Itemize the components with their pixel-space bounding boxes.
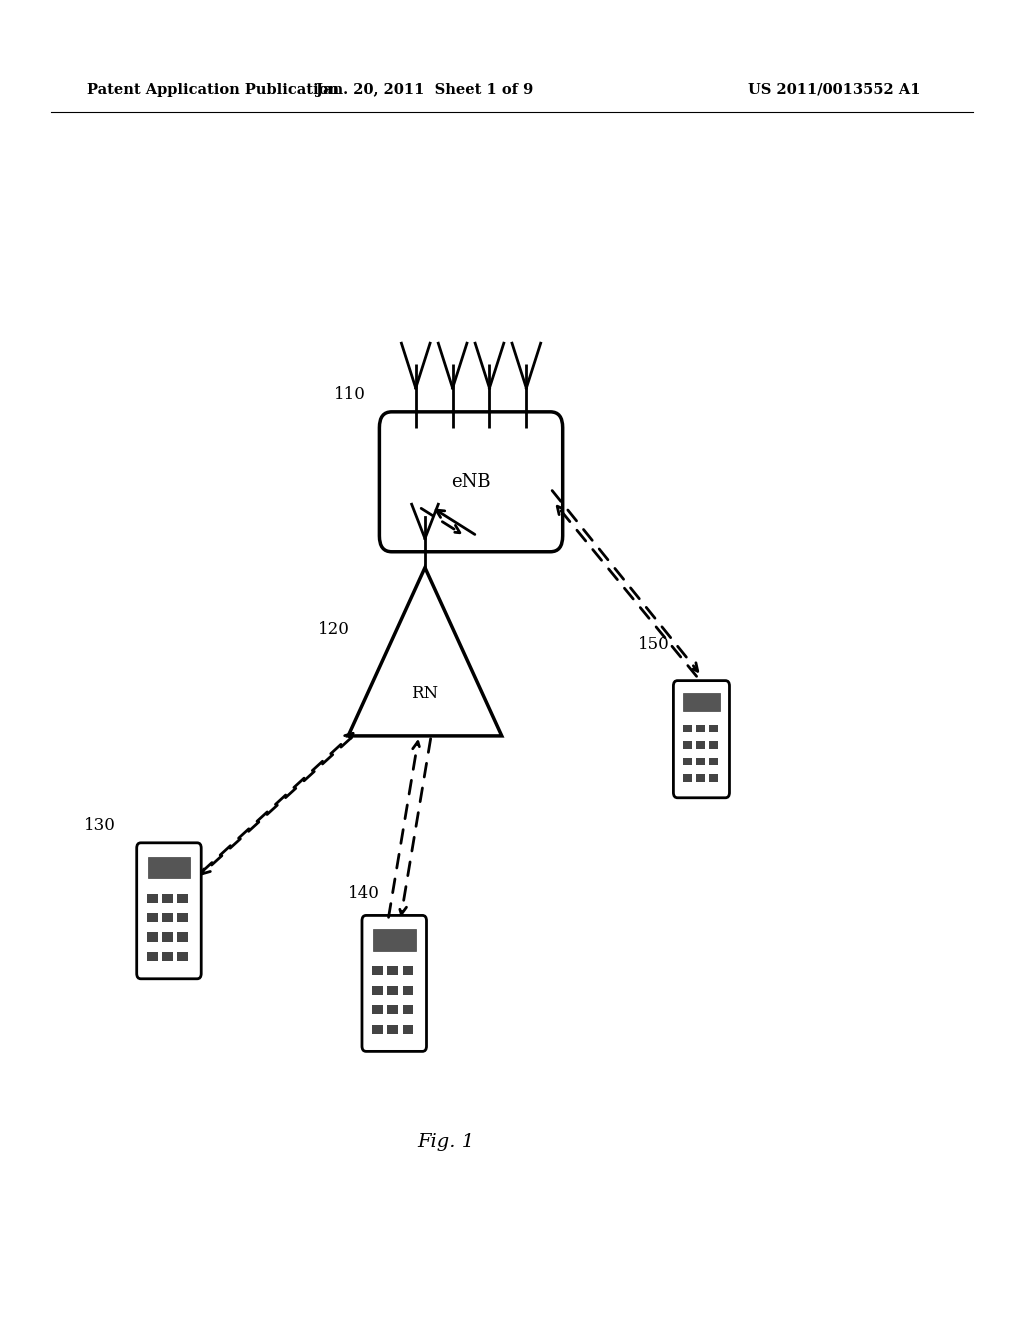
FancyBboxPatch shape <box>362 916 426 1051</box>
Bar <box>695 725 705 733</box>
Text: 140: 140 <box>348 886 380 902</box>
Bar <box>147 932 158 941</box>
Text: US 2011/0013552 A1: US 2011/0013552 A1 <box>748 83 920 96</box>
Bar <box>387 966 398 975</box>
Bar <box>709 741 718 748</box>
Bar <box>162 913 173 923</box>
Bar <box>162 894 173 903</box>
Bar <box>147 952 158 961</box>
Text: 120: 120 <box>317 622 349 638</box>
Bar <box>373 929 416 950</box>
Bar <box>373 1024 383 1034</box>
Bar <box>683 774 692 781</box>
Text: Fig. 1: Fig. 1 <box>417 1133 474 1151</box>
Bar <box>147 913 158 923</box>
Text: RN: RN <box>412 685 438 701</box>
Bar <box>402 966 414 975</box>
Text: 150: 150 <box>638 636 670 652</box>
Bar <box>695 741 705 748</box>
Bar <box>177 952 188 961</box>
FancyBboxPatch shape <box>379 412 563 552</box>
Bar <box>402 1024 414 1034</box>
Bar <box>373 966 383 975</box>
Bar <box>683 741 692 748</box>
Bar <box>695 758 705 766</box>
Bar <box>177 894 188 903</box>
Bar <box>162 932 173 941</box>
Bar <box>709 725 718 733</box>
Bar <box>387 1005 398 1014</box>
Bar <box>147 857 190 878</box>
Bar <box>683 693 720 711</box>
Bar <box>683 758 692 766</box>
Bar <box>387 1024 398 1034</box>
Bar <box>177 913 188 923</box>
Polygon shape <box>348 568 502 737</box>
Text: Jan. 20, 2011  Sheet 1 of 9: Jan. 20, 2011 Sheet 1 of 9 <box>316 83 534 96</box>
FancyBboxPatch shape <box>137 842 201 979</box>
Bar <box>147 894 158 903</box>
Bar <box>387 986 398 995</box>
Bar <box>373 1005 383 1014</box>
Text: 110: 110 <box>334 387 367 403</box>
Text: Patent Application Publication: Patent Application Publication <box>87 83 339 96</box>
Text: 130: 130 <box>84 817 116 833</box>
Bar <box>402 986 414 995</box>
Bar <box>709 758 718 766</box>
FancyBboxPatch shape <box>674 681 729 797</box>
Bar <box>695 774 705 781</box>
Bar <box>683 725 692 733</box>
Bar <box>402 1005 414 1014</box>
Text: eNB: eNB <box>452 473 490 491</box>
Bar <box>709 774 718 781</box>
Bar <box>177 932 188 941</box>
Bar <box>373 986 383 995</box>
Bar <box>162 952 173 961</box>
